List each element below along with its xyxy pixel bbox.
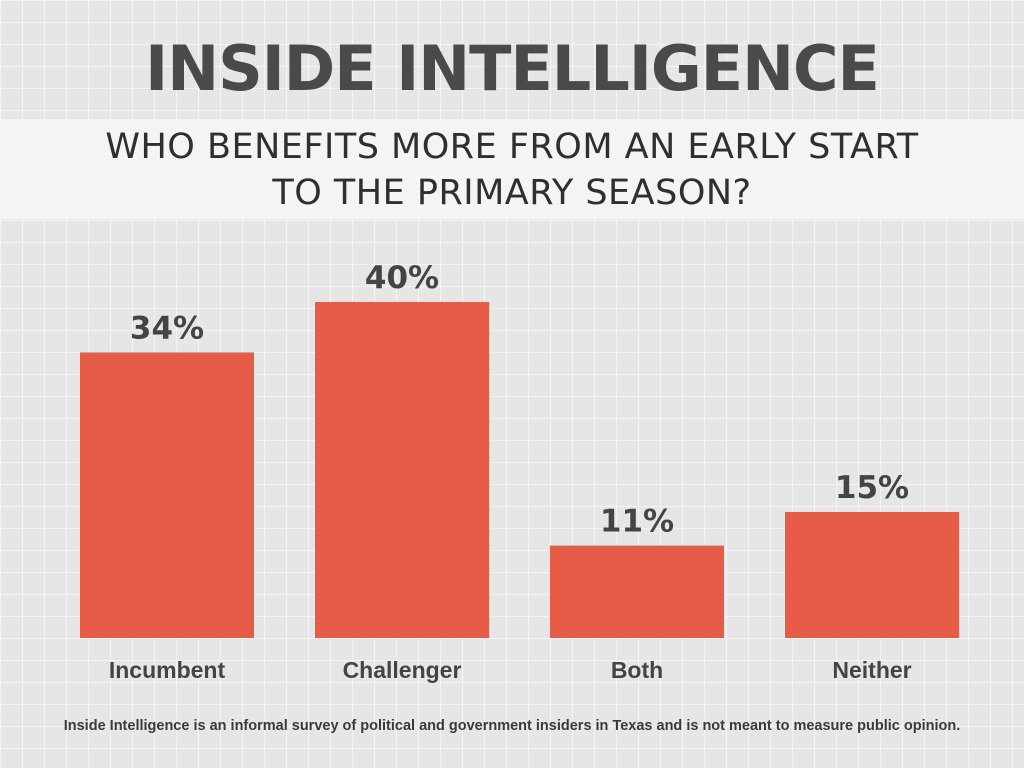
subtitle-band bbox=[0, 119, 1024, 219]
chart-title-line-2: TO THE PRIMARY SEASON? bbox=[272, 173, 752, 213]
bar-neither bbox=[785, 512, 959, 638]
data-label-both: 11% bbox=[600, 504, 674, 540]
data-label-challenger: 40% bbox=[365, 260, 439, 296]
bar-both bbox=[550, 545, 724, 638]
category-label-both: Both bbox=[611, 657, 663, 683]
data-label-incumbent: 34% bbox=[130, 310, 204, 346]
category-label-challenger: Challenger bbox=[343, 657, 462, 683]
bar-incumbent bbox=[80, 352, 254, 638]
data-label-neither: 15% bbox=[835, 470, 909, 506]
chart-title: WHO BENEFITS MORE FROM AN EARLY START TO… bbox=[0, 124, 1024, 216]
category-label-neither: Neither bbox=[832, 657, 911, 683]
page-title: INSIDE INTELLIGENCE bbox=[145, 32, 880, 105]
chart-title-line-1: WHO BENEFITS MORE FROM AN EARLY START bbox=[105, 127, 919, 167]
category-label-incumbent: Incumbent bbox=[109, 657, 226, 683]
footnote: Inside Intelligence is an informal surve… bbox=[63, 718, 961, 734]
bar-challenger bbox=[315, 302, 489, 638]
